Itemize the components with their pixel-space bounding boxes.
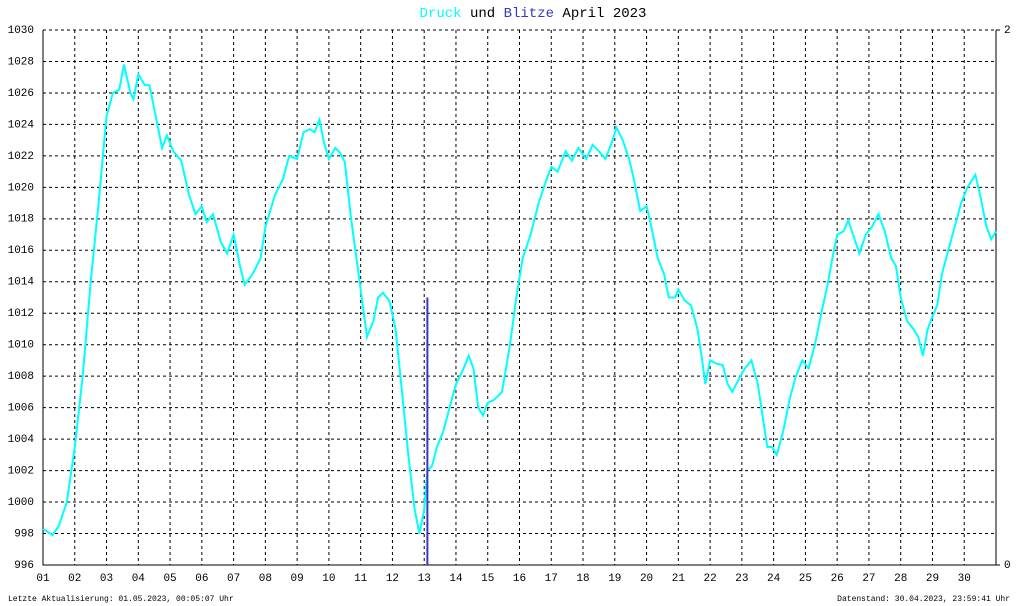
y-tick-label: 1008 — [8, 371, 34, 383]
y-tick-label: 1000 — [8, 497, 34, 509]
chart-title: Druck und Blitze April 2023 — [420, 6, 647, 22]
x-tick-label: 04 — [132, 573, 146, 585]
x-tick-label: 05 — [163, 573, 176, 585]
x-tick-label: 17 — [545, 573, 558, 585]
y2-tick-label: 2 — [1004, 25, 1011, 37]
y-tick-label: 1024 — [8, 119, 35, 131]
x-tick-label: 12 — [386, 573, 399, 585]
y-tick-label: 996 — [14, 560, 34, 572]
y-tick-label: 998 — [14, 528, 34, 540]
y-tick-label: 1030 — [8, 25, 34, 37]
x-tick-label: 13 — [418, 573, 431, 585]
y-tick-label: 1014 — [8, 277, 35, 289]
x-tick-label: 14 — [449, 573, 463, 585]
y-tick-label: 1006 — [8, 403, 34, 415]
x-tick-label: 06 — [195, 573, 208, 585]
x-tick-label: 18 — [576, 573, 589, 585]
y-tick-label: 1016 — [8, 245, 34, 257]
x-tick-label: 15 — [481, 573, 494, 585]
x-tick-label: 03 — [100, 573, 113, 585]
y-tick-label: 1022 — [8, 151, 34, 163]
x-tick-label: 27 — [862, 573, 875, 585]
x-tick-label: 22 — [703, 573, 716, 585]
x-tick-label: 01 — [36, 573, 50, 585]
x-tick-label: 11 — [354, 573, 368, 585]
y-tick-label: 1004 — [8, 434, 35, 446]
y-tick-label: 1002 — [8, 465, 34, 477]
x-tick-label: 16 — [513, 573, 526, 585]
y-tick-label: 1012 — [8, 308, 34, 320]
title-blitze: Blitze — [504, 6, 554, 22]
footer-right: Datenstand: 30.04.2023, 23:59:41 Uhr — [837, 595, 1010, 604]
x-tick-label: 26 — [831, 573, 844, 585]
x-tick-label: 24 — [767, 573, 781, 585]
title-druck: Druck — [420, 6, 462, 22]
y-tick-label: 1026 — [8, 88, 34, 100]
x-tick-label: 19 — [608, 573, 621, 585]
x-tick-label: 10 — [322, 573, 335, 585]
x-tick-label: 08 — [259, 573, 272, 585]
x-tick-label: 02 — [68, 573, 81, 585]
lightning-bar — [426, 297, 429, 565]
axis-frame — [42, 30, 997, 566]
footer-left: Letzte Aktualisierung: 01.05.2023, 00:05… — [8, 595, 234, 604]
x-tick-label: 28 — [894, 573, 907, 585]
y-tick-label: 1028 — [8, 56, 34, 68]
x-tick-label: 21 — [672, 573, 686, 585]
x-tick-label: 29 — [926, 573, 939, 585]
x-tick-label: 20 — [640, 573, 653, 585]
y-tick-label: 1010 — [8, 340, 34, 352]
x-tick-label: 25 — [799, 573, 812, 585]
x-tick-label: 07 — [227, 573, 240, 585]
y-tick-label: 1020 — [8, 182, 34, 194]
title-und: und — [470, 6, 495, 22]
y-tick-label: 1018 — [8, 214, 34, 226]
pressure-line — [42, 64, 997, 537]
x-tick-label: 30 — [958, 573, 971, 585]
x-tick-label: 09 — [291, 573, 304, 585]
y2-tick-label: 0 — [1004, 560, 1011, 572]
title-month: April 2023 — [562, 6, 646, 22]
x-tick-label: 23 — [735, 573, 748, 585]
